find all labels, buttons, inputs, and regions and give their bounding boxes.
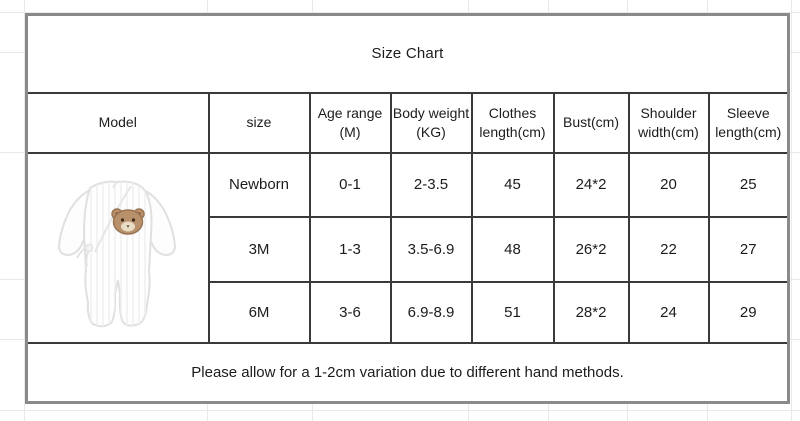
cell-body-weight: 6.9-8.9 [389,281,473,344]
column-header-age-range: Age range (M) [308,91,392,154]
cell-size: 3M [207,215,311,284]
cell-size: Newborn [207,151,311,218]
header-row: Model size Age range (M) Body weight (KG) … [25,91,790,154]
column-header-model: Model [25,91,210,154]
bear-patch [111,207,145,235]
model-image-cell [25,151,210,344]
cell-sleeve-length: 29 [707,281,790,344]
cell-shoulder-width: 22 [627,215,710,284]
cell-shoulder-width: 20 [627,151,710,218]
cell-bust: 28*2 [552,281,630,344]
cell-shoulder-width: 24 [627,281,710,344]
cell-age-range: 3-6 [308,281,392,344]
cell-sleeve-length: 27 [707,215,790,284]
cell-clothes-length: 45 [470,151,555,218]
column-header-shoulder-width: Shoulder width(cm) [627,91,710,154]
cell-body-weight: 2-3.5 [389,151,473,218]
column-header-body-weight: Body weight (KG) [389,91,473,154]
table-title-text: Size Chart [371,45,444,63]
variation-note: Please allow for a 1-2cm variation due t… [25,341,790,403]
column-header-clothes-length: Clothes length(cm) [470,91,555,154]
cell-clothes-length: 51 [470,281,555,344]
cell-bust: 24*2 [552,151,630,218]
table-row: 3M 1-3 3.5-6.9 48 26*2 22 27 [27,215,790,284]
column-header-bust: Bust(cm) [552,91,630,154]
variation-note-text: Please allow for a 1-2cm variation due t… [191,363,624,381]
table-row: 6M 3-6 6.9-8.9 51 28*2 24 29 [27,281,790,344]
baby-romper-image [43,155,193,338]
column-header-size: size [207,91,311,154]
table-row: Newborn 0-1 2-3.5 45 24*2 20 25 [25,151,790,344]
size-chart-table: Size Chart Model size Age range (M) Body … [25,13,791,404]
table-title: Size Chart [25,14,790,94]
cell-size: 6M [207,281,311,344]
cell-bust: 26*2 [552,215,630,284]
cell-clothes-length: 48 [470,215,555,284]
cell-sleeve-length: 25 [707,151,790,218]
cell-age-range: 1-3 [308,215,392,284]
cell-body-weight: 3.5-6.9 [389,215,473,284]
column-header-sleeve-length: Sleeve length(cm) [707,91,790,154]
cell-age-range: 0-1 [308,151,392,218]
